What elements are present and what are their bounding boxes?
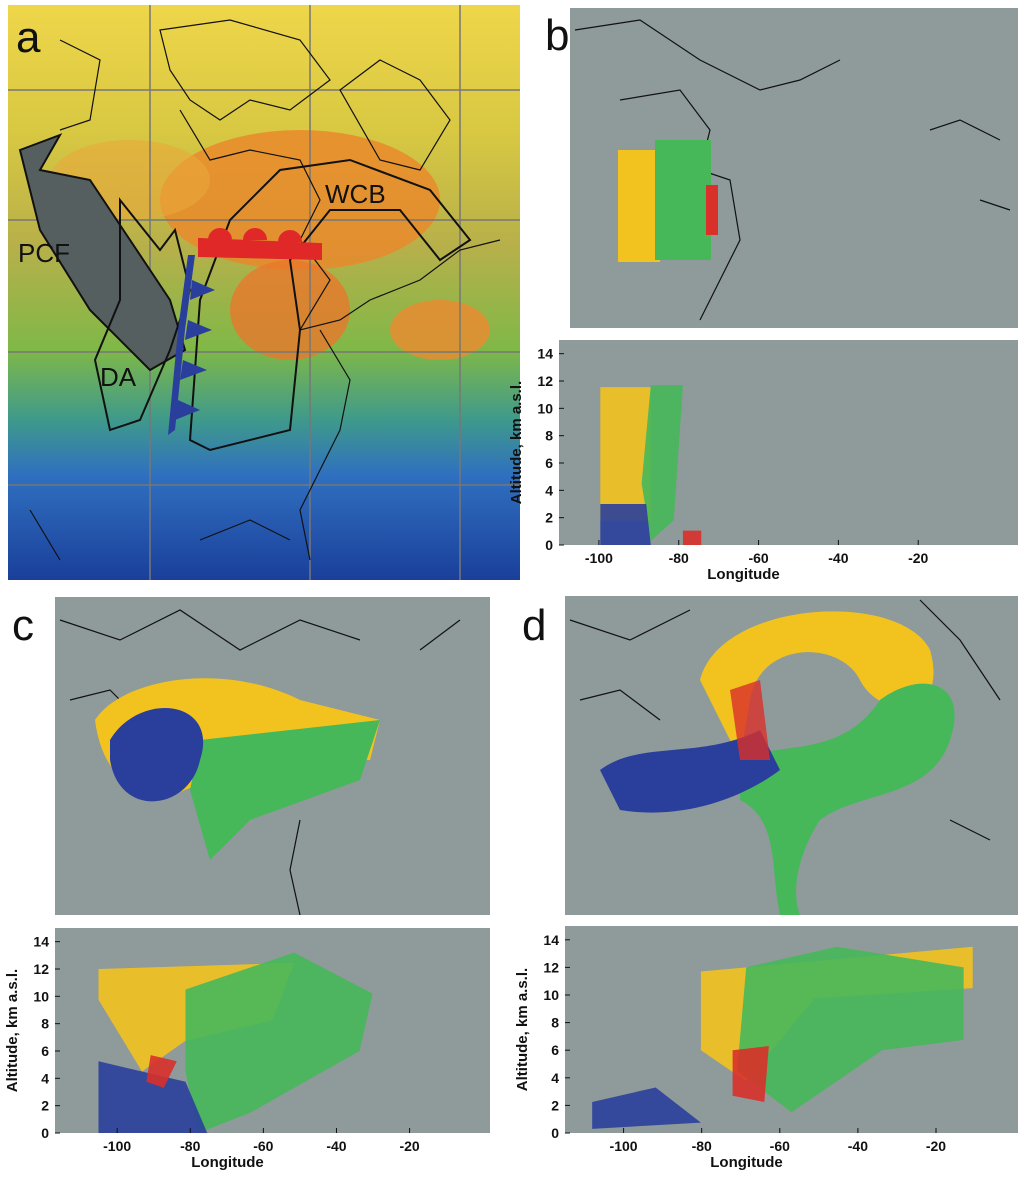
y-tick-label: 12 <box>543 959 559 975</box>
particle-cloud <box>682 530 702 545</box>
y-tick-label: 6 <box>41 1043 49 1059</box>
annotation: DA <box>100 362 137 392</box>
y-tick-label: 6 <box>545 455 553 471</box>
y-tick-label: 12 <box>33 961 49 977</box>
da-arrow <box>93 197 192 432</box>
x-tick-label: -40 <box>848 1138 868 1154</box>
map-grid <box>8 5 520 580</box>
x-axis-label: Longitude <box>191 1154 263 1171</box>
x-tick-label: -100 <box>610 1138 638 1154</box>
y-tick-label: 8 <box>545 428 553 444</box>
particle-region <box>655 140 711 260</box>
particle-cloud <box>98 1061 208 1133</box>
altitude-plots: 0 2 4 6 8 10 12 14 -100 -80 -60 -40 -20 Longitude Alti… <box>4 340 1018 1171</box>
cold-front-triangles <box>175 280 215 420</box>
x-tick-label: -40 <box>326 1138 346 1154</box>
x-tick-label: -80 <box>669 550 689 566</box>
y-tick-label: 0 <box>41 1125 49 1141</box>
particle-region <box>600 730 780 813</box>
y-tick-label: 8 <box>41 1016 49 1032</box>
y-tick-label: 4 <box>41 1070 49 1086</box>
altitude-plot: 0 2 4 6 8 10 12 14 -100 -80 -60 -40 -20 Longitude Alti… <box>4 928 490 1171</box>
y-tick-label: 10 <box>543 987 559 1003</box>
y-tick-label: 10 <box>33 988 49 1004</box>
coastline <box>29 19 501 561</box>
y-tick-label: 6 <box>551 1042 559 1058</box>
annotation: PCF <box>18 238 70 268</box>
particle-region <box>730 680 770 760</box>
x-axis-label: Longitude <box>710 1154 782 1171</box>
warm-front <box>198 228 322 261</box>
y-tick-label: 4 <box>545 482 553 498</box>
x-tick-label: -60 <box>253 1138 273 1154</box>
particle-region <box>740 683 955 915</box>
y-axis-label: Altitude, km a.s.l. <box>508 381 525 504</box>
panel-c-map: c <box>12 597 490 916</box>
y-tick-label: 8 <box>551 1015 559 1031</box>
wcb-arrow <box>188 158 472 452</box>
x-tick-label: -20 <box>908 550 928 566</box>
x-tick-label: -60 <box>748 550 768 566</box>
particle-region <box>618 150 660 262</box>
particle-cloud <box>600 504 651 545</box>
particle-cloud <box>641 385 683 541</box>
altitude-plot: 0 2 4 6 8 10 12 14 -100 -80 -60 -40 -20 Longitude Alti… <box>514 926 1018 1171</box>
y-tick-label: 12 <box>537 373 553 389</box>
x-tick-label: -80 <box>180 1138 200 1154</box>
x-tick-label: -80 <box>692 1138 712 1154</box>
cloud-region <box>390 300 490 360</box>
y-tick-label: 14 <box>537 346 553 362</box>
particle-cloud <box>737 946 964 1113</box>
panel-b-map: b <box>545 8 1018 328</box>
panel-label: a <box>16 13 41 62</box>
particle-cloud <box>185 952 373 1133</box>
particle-cloud <box>600 387 651 521</box>
x-tick-label: -20 <box>926 1138 946 1154</box>
x-tick-label: -100 <box>585 550 613 566</box>
coastline <box>569 599 1001 841</box>
particle-region <box>110 707 204 802</box>
y-tick-label: 2 <box>551 1097 559 1113</box>
y-tick-label: 14 <box>33 934 49 950</box>
particle-cloud <box>732 1046 769 1102</box>
coastline <box>59 609 461 916</box>
panel-label: c <box>12 601 34 650</box>
y-tick-label: 0 <box>551 1125 559 1141</box>
y-axis-label: Altitude, km a.s.l. <box>514 968 531 1091</box>
particle-region <box>190 720 380 860</box>
y-axis-label: Altitude, km a.s.l. <box>4 969 21 1092</box>
annotation: WCB <box>325 179 386 209</box>
x-tick-label: -100 <box>103 1138 131 1154</box>
x-tick-label: -20 <box>399 1138 419 1154</box>
particle-region <box>700 611 934 760</box>
cloud-region <box>230 260 350 360</box>
coastline <box>574 19 1011 321</box>
y-tick-label: 10 <box>537 400 553 416</box>
particle-region <box>706 185 718 235</box>
y-tick-label: 2 <box>41 1098 49 1114</box>
y-tick-label: 0 <box>545 537 553 553</box>
particle-cloud <box>146 1055 177 1088</box>
panel-label: b <box>545 11 569 60</box>
particle-cloud <box>592 1087 701 1129</box>
y-tick-label: 14 <box>543 932 559 948</box>
altitude-plot: 0 2 4 6 8 10 12 14 -100 -80 -60 -40 -20 Longitude Alti… <box>508 340 1018 583</box>
x-tick-label: -60 <box>770 1138 790 1154</box>
cold-front <box>168 255 195 435</box>
panel-d-map: d <box>522 596 1018 915</box>
x-axis-label: Longitude <box>707 566 779 583</box>
y-tick-label: 4 <box>551 1070 559 1086</box>
y-tick-label: 2 <box>545 510 553 526</box>
panel-label: d <box>522 601 546 650</box>
x-tick-label: -40 <box>828 550 848 566</box>
panel-a-map: PCF DA WCB a <box>8 5 520 580</box>
